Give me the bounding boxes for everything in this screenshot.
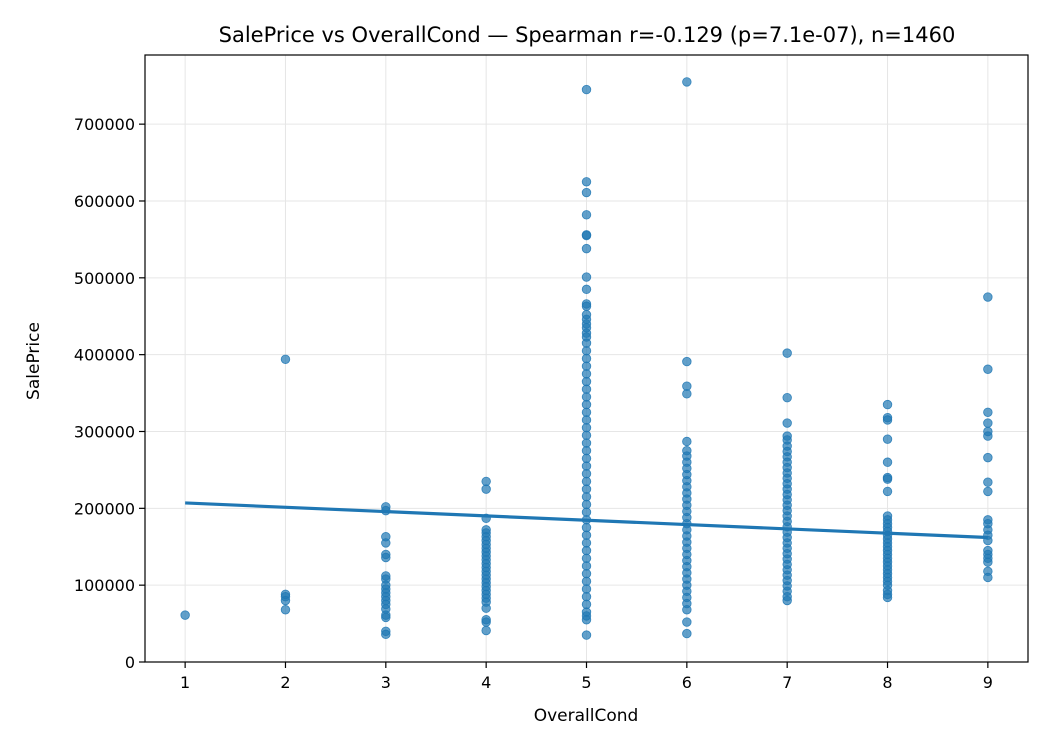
y-axis-ticks: 0 100000 200000 300000 400000 500000 600000 700… [74,115,145,672]
data-point [782,595,792,606]
data-point [983,364,993,374]
data-point [481,617,491,627]
data-point [682,436,692,447]
data-point [983,431,993,441]
data-point [983,407,993,417]
data-point [581,284,592,295]
data-points [180,77,993,640]
x-tick-label: 4 [481,673,491,692]
data-point [481,603,491,613]
data-point [882,592,893,603]
y-tick-label: 400000 [74,346,135,365]
data-point [882,474,893,484]
data-point [983,452,993,463]
data-point [581,301,592,311]
x-tick-label: 3 [381,673,391,692]
data-point [682,77,692,87]
data-point [581,615,592,625]
data-point [381,629,391,640]
data-point [581,177,592,187]
y-tick-label: 600000 [74,192,135,211]
y-tick-label: 200000 [74,499,135,518]
data-point [782,348,792,358]
y-tick-label: 0 [125,653,135,672]
y-axis-label: SalePrice [24,322,44,400]
x-tick-label: 7 [782,673,792,692]
data-point [682,617,692,627]
data-point [682,356,692,367]
data-point [280,595,291,606]
x-tick-label: 2 [280,673,290,692]
data-point [280,605,291,615]
data-point [581,84,592,95]
data-point [280,354,291,364]
data-point [782,418,792,428]
data-point [983,477,993,487]
data-point [581,210,592,220]
x-axis-ticks: 1 2 3 4 5 6 7 8 9 [180,662,993,692]
data-point [381,612,391,623]
data-point [882,434,893,444]
data-point [481,625,491,636]
data-point [882,399,893,410]
data-point [682,605,692,615]
data-point [682,628,692,639]
chart-title: SalePrice vs OverallCond — Spearman r=-0… [219,23,956,47]
data-point [581,272,592,282]
data-point [983,292,993,302]
data-point [882,457,893,467]
x-tick-label: 5 [581,673,591,692]
data-point [180,610,190,620]
data-point [782,392,792,403]
x-tick-label: 6 [682,673,692,692]
data-point [882,486,893,497]
x-tick-label: 9 [983,673,993,692]
data-point [581,187,592,198]
data-point [581,630,592,640]
data-point [381,538,391,548]
data-point [581,243,592,254]
data-point [983,557,993,567]
data-point [983,486,993,497]
y-tick-label: 500000 [74,269,135,288]
data-point [381,552,391,563]
data-point [882,415,893,425]
x-tick-label: 8 [882,673,892,692]
data-point [983,572,993,583]
x-tick-label: 1 [180,673,190,692]
trend-line [185,501,988,540]
y-tick-label: 700000 [74,115,135,134]
data-point [581,230,592,241]
data-point [682,389,692,399]
data-point [983,418,993,428]
y-tick-label: 100000 [74,576,135,595]
x-axis-label: OverallCond [534,706,639,726]
trend-line-group [185,501,988,540]
y-tick-label: 300000 [74,422,135,441]
data-point [481,484,491,494]
